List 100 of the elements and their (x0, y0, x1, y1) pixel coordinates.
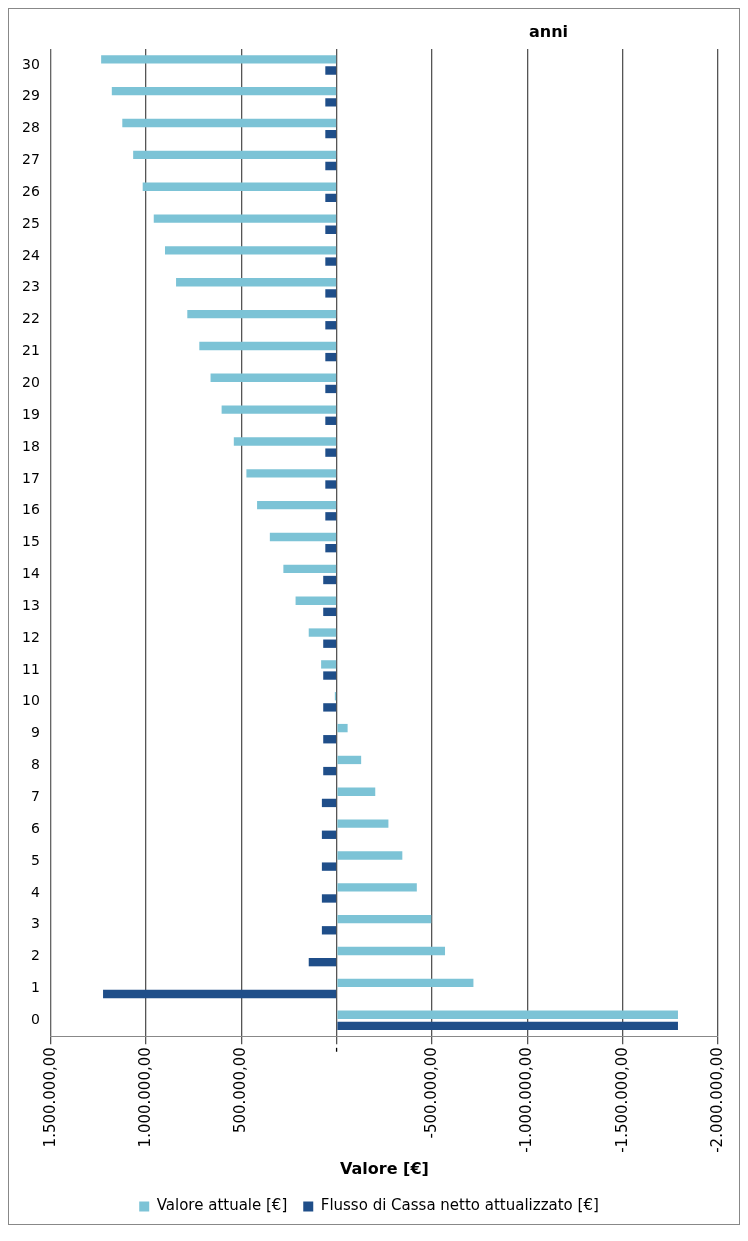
bar (325, 321, 337, 330)
bar (337, 1021, 678, 1031)
y-tick-label: 10 (21, 692, 40, 709)
bar (337, 1010, 678, 1019)
x-axis-title: Valore [€] (339, 1158, 429, 1178)
bar (321, 926, 337, 935)
bar (176, 278, 337, 287)
bar (321, 830, 337, 839)
bar (325, 352, 337, 362)
y-tick-label: 1 (30, 979, 40, 996)
bar (337, 755, 362, 765)
y-tick-label: 21 (21, 342, 40, 359)
bar (337, 946, 446, 956)
bar (337, 978, 474, 988)
bar (111, 87, 337, 96)
y-tick-label: 30 (21, 55, 40, 72)
x-tick-label: -2.000.000,00 (707, 1047, 726, 1153)
bar (323, 607, 337, 617)
bar (325, 66, 337, 75)
bar (321, 894, 337, 903)
x-tick-label: -500.000,00 (421, 1047, 440, 1139)
y-tick-label: 0 (30, 1010, 40, 1027)
bar (337, 723, 348, 733)
y-tick-label: 2 (30, 947, 40, 964)
bar (325, 161, 337, 171)
bar (269, 532, 337, 542)
bar (246, 469, 337, 478)
y-tick-label: 5 (30, 851, 40, 868)
bar (210, 373, 337, 382)
bar (153, 214, 337, 223)
y-tick-label: 24 (21, 246, 40, 263)
bar (325, 480, 337, 489)
y-tick-label: 15 (21, 533, 40, 550)
y-tick-label: 16 (21, 501, 40, 518)
x-tick-label: -1.000.000,00 (517, 1047, 536, 1153)
bar (308, 957, 337, 967)
bar (323, 735, 337, 744)
bar (325, 98, 337, 107)
bar (325, 130, 337, 139)
bar (325, 193, 337, 203)
bar (337, 787, 376, 796)
y-tick-label: 28 (21, 119, 40, 136)
y-tick-label: 11 (21, 660, 40, 677)
bar (323, 703, 337, 712)
bar (321, 862, 337, 871)
y-tick-label: 25 (21, 214, 40, 231)
bar (323, 766, 337, 776)
x-tick-label: 500.000,00 (231, 1047, 250, 1134)
bar (133, 150, 337, 160)
y-tick-label: 22 (21, 310, 40, 327)
bar (325, 257, 337, 266)
bar (321, 798, 337, 808)
bar (323, 639, 337, 648)
bar (325, 416, 337, 425)
y-tick-label: 29 (21, 87, 40, 104)
bar (187, 309, 337, 319)
y-tick-label: 8 (30, 756, 40, 773)
legend-label: Flusso di Cassa netto attualizzato [€] (320, 1196, 599, 1215)
y-tick-label: 4 (30, 883, 40, 900)
bar (325, 448, 337, 457)
y-tick-label: 23 (21, 278, 40, 295)
y-tick-label: 27 (21, 151, 40, 168)
x-tick-label: -1.500.000,00 (612, 1047, 631, 1153)
bar (337, 914, 432, 924)
y-tick-label: 7 (30, 788, 40, 804)
y-tick-label: 13 (21, 596, 40, 613)
y-tick-label: 9 (30, 724, 40, 741)
y-tick-label: 19 (21, 405, 40, 422)
bar (337, 883, 417, 892)
bar (142, 182, 337, 191)
y-tick-label: 20 (21, 374, 40, 391)
bar (325, 225, 337, 234)
y-tick-label: 14 (21, 565, 40, 582)
bar (257, 501, 337, 510)
bar (165, 246, 337, 255)
bar (101, 55, 337, 64)
y-tick-label: 17 (21, 469, 40, 486)
bar (337, 851, 403, 860)
y-tick-label: 12 (21, 628, 40, 645)
x-tick-label: - (326, 1047, 345, 1053)
bar (323, 575, 337, 585)
y-tick-label: 3 (30, 915, 40, 932)
bar (325, 543, 337, 553)
bar (325, 512, 337, 521)
bar (321, 660, 337, 669)
bar (325, 289, 337, 298)
bar (199, 341, 337, 351)
bar (221, 405, 337, 414)
x-tick-label: 1.000.000,00 (136, 1047, 155, 1148)
y-tick-label: 6 (30, 819, 40, 836)
y-tick-label: 26 (21, 182, 40, 199)
bar (337, 819, 389, 828)
bar (283, 564, 337, 574)
y-axis-title: anni (528, 22, 568, 42)
bar (323, 671, 337, 680)
legend-label: Valore attuale [€] (156, 1196, 288, 1215)
bar (103, 989, 337, 999)
bar (325, 384, 337, 394)
bar (295, 596, 337, 605)
bar (308, 628, 337, 637)
